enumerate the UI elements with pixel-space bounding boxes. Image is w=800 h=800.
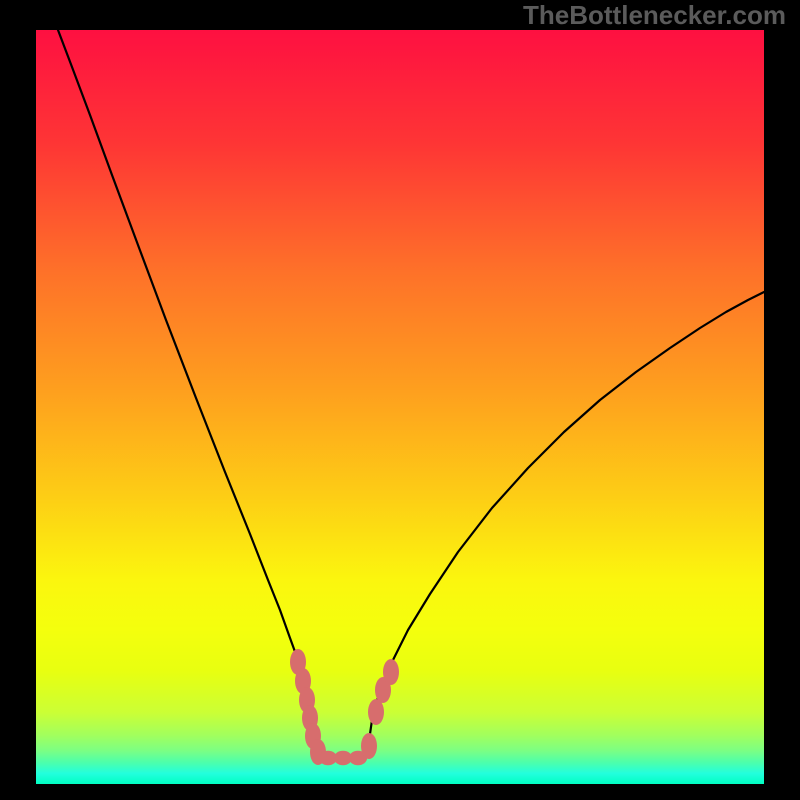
marker-point [368,699,384,725]
chart-canvas [0,0,800,800]
attribution-text: TheBottlenecker.com [523,0,786,31]
marker-point [383,659,399,685]
marker-point [361,733,377,759]
plot-background [36,30,764,784]
